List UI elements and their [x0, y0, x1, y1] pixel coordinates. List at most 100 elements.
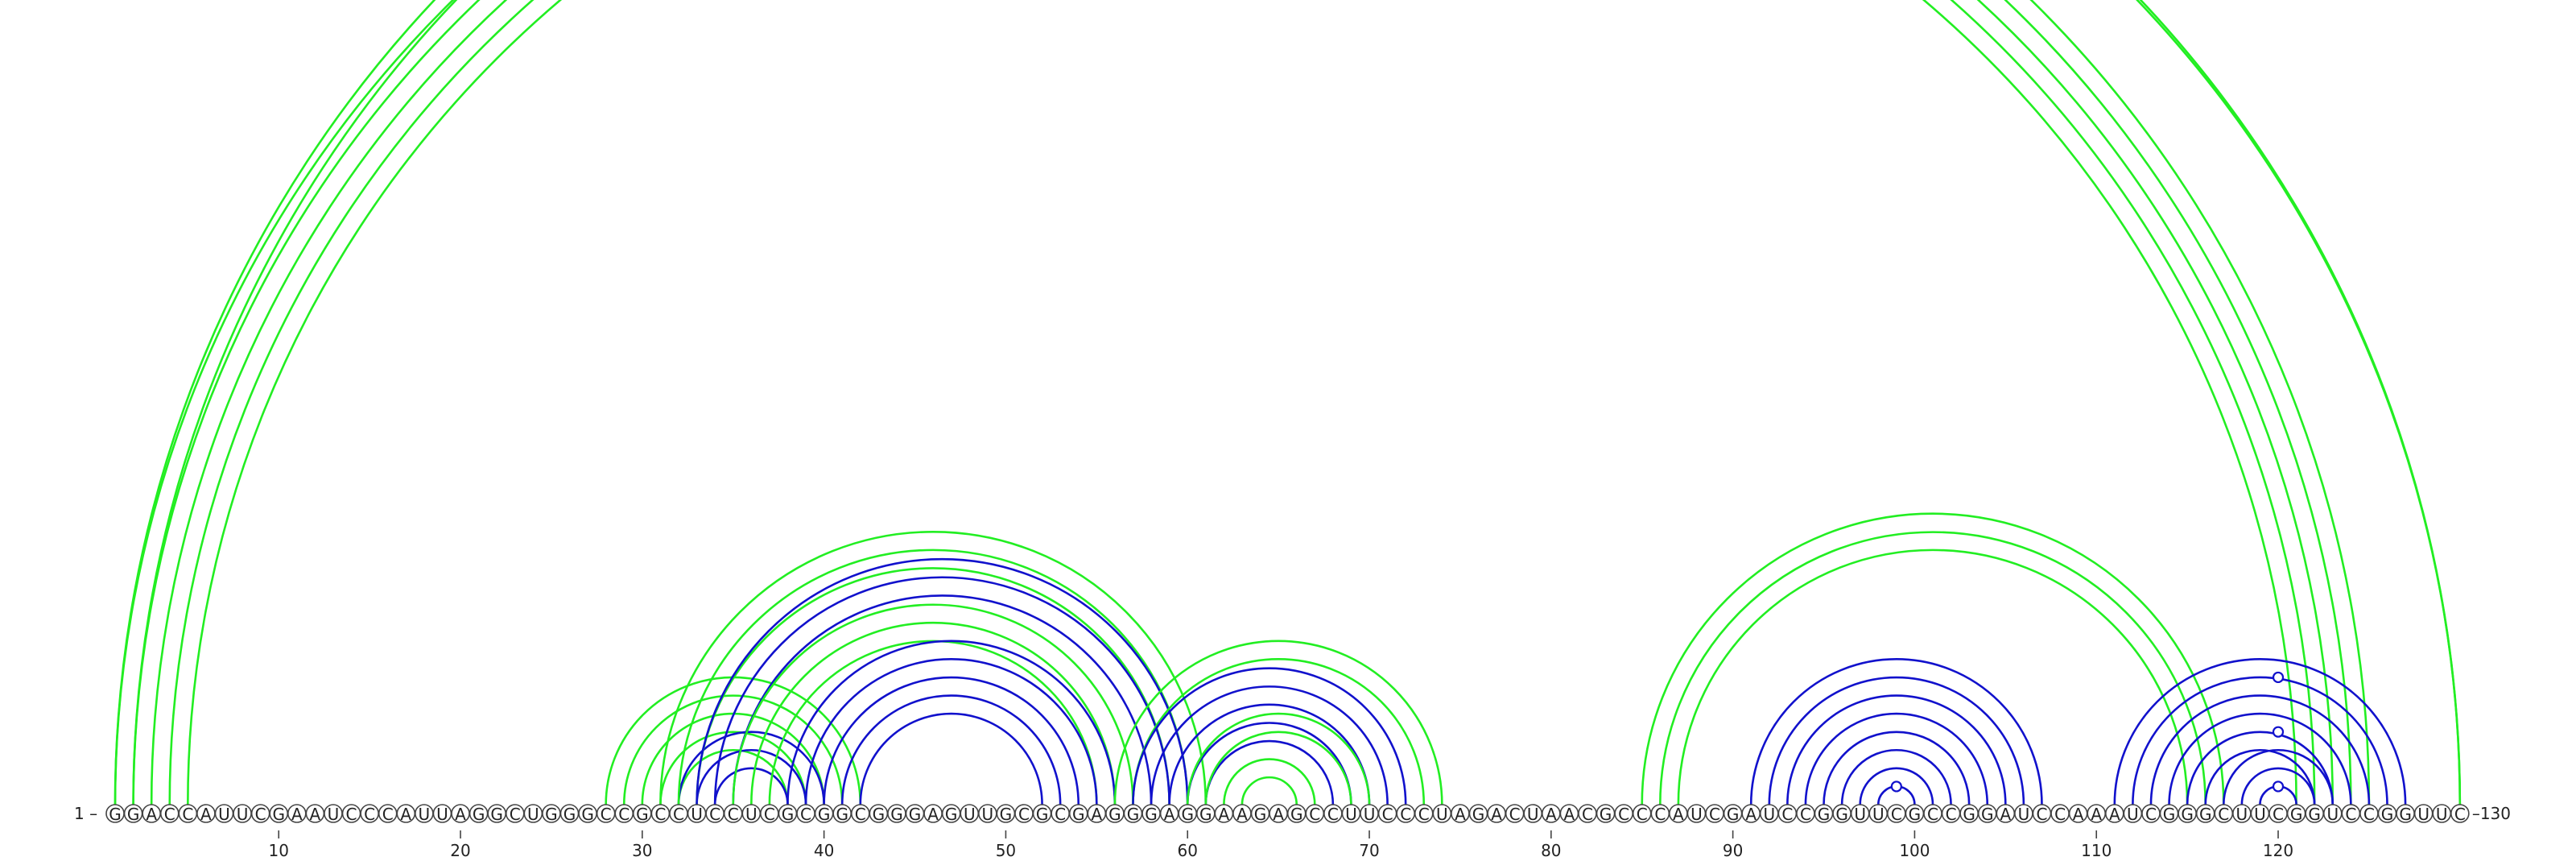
nucleotide-letter: G	[1072, 805, 1085, 824]
nucleotide: U	[1686, 804, 1707, 824]
nucleotide-letter: G	[818, 805, 831, 824]
nucleotide-letter: U	[1527, 805, 1539, 824]
nucleotide-letter: G	[1127, 805, 1140, 824]
nucleotide-letter: C	[1946, 805, 1957, 824]
nucleotide: G	[1468, 804, 1488, 824]
nucleotide-letter: C	[1327, 805, 1339, 824]
nucleotide: G	[1286, 804, 1307, 824]
base-pair-arc	[677, 731, 825, 805]
base-pair-arc	[659, 531, 1208, 805]
nucleotide: G	[1596, 804, 1616, 824]
base-pair-arc	[1859, 767, 1934, 805]
nucleotide-letter: G	[2163, 805, 2176, 824]
nucleotide: C	[2214, 804, 2234, 824]
base-pair-arc	[823, 676, 1080, 805]
nucleotide-letter: U	[2436, 805, 2448, 824]
nucleotide-letter: A	[200, 805, 212, 824]
nucleotide: C	[1014, 804, 1034, 824]
nucleotide: G	[469, 804, 489, 824]
nucleotide: C	[1414, 804, 1434, 824]
nucleotide: C	[2032, 804, 2052, 824]
nucleotide-letter: G	[1181, 805, 1194, 824]
nucleotide: G	[1905, 804, 1925, 824]
nucleotide: U	[2432, 804, 2452, 824]
nucleotide: G	[1032, 804, 1052, 824]
nucleotide-letter: C	[2036, 805, 2047, 824]
nucleotide: G	[905, 804, 925, 824]
nucleotide: G	[1105, 804, 1125, 824]
nucleotide-letter: G	[1145, 805, 1158, 824]
nucleotide: C	[1396, 804, 1415, 824]
nucleotide: A	[2105, 804, 2124, 824]
nucleotide: C	[1923, 804, 1942, 824]
nucleotide-letter: C	[1018, 805, 1030, 824]
base-pair-arc	[677, 748, 789, 805]
nucleotide-letter: A	[1273, 805, 1284, 824]
nucleotide-letter: C	[1891, 805, 1902, 824]
nucleotide-letter: U	[2326, 805, 2339, 824]
tick-label: 80	[1541, 841, 1561, 857]
sequence-start-label: 1 –	[74, 804, 97, 823]
nucleotide-letter: C	[2145, 805, 2157, 824]
base-pair-arc	[622, 694, 844, 805]
nucleotide: A	[1741, 804, 1761, 824]
nucleotide-letter: C	[1709, 805, 1720, 824]
nucleotide-letter: U	[2127, 805, 2139, 824]
nucleotide: G	[2396, 804, 2415, 824]
nucleotide: G	[487, 804, 506, 824]
nucleotide: G	[1814, 804, 1834, 824]
base-pair-arc	[2132, 676, 2388, 805]
base-pair-arc	[696, 557, 1189, 805]
nucleotide: C	[1305, 804, 1325, 824]
nucleotide: G	[1959, 804, 1979, 824]
nucleotide-letter: C	[855, 805, 866, 824]
nucleotide: G	[1068, 804, 1088, 824]
base-pair-arc	[168, 0, 2316, 805]
base-pair-arc	[2113, 658, 2407, 805]
nucleotide: C	[178, 804, 198, 824]
nucleotide: U	[2232, 804, 2252, 824]
nucleotide: C	[341, 804, 361, 824]
nucleotide: A	[142, 804, 161, 824]
nucleotide: C	[614, 804, 634, 824]
nucleotide: G	[1723, 804, 1743, 824]
nucleotide: C	[796, 804, 815, 824]
nucleotide: G	[2178, 804, 2197, 824]
base-pair-arc	[713, 767, 789, 805]
nucleotide: U	[2014, 804, 2033, 824]
nucleotide-letter: G	[1727, 805, 1740, 824]
nucleotide-letter: G	[1290, 805, 1303, 824]
nucleotide-letter: C	[1927, 805, 1938, 824]
tick-label: 20	[450, 841, 470, 857]
nucleotide: U	[1523, 804, 1543, 824]
nucleotide-letter: C	[1637, 805, 1648, 824]
tick-label: 110	[2081, 841, 2112, 857]
nucleotide-letter: G	[2290, 805, 2303, 824]
nucleotide: U	[2413, 804, 2434, 824]
nucleotide-letter: U	[1364, 805, 1376, 824]
nucleotide: G	[2305, 804, 2324, 824]
nucleotide: C	[760, 804, 779, 824]
nucleotide-letter: C	[1055, 805, 1066, 824]
nucleotide-letter: G	[782, 805, 795, 824]
base-pair-arc	[1641, 512, 2225, 805]
nucleotide: C	[596, 804, 616, 824]
nucleotide: U	[687, 804, 707, 824]
nucleotide: G	[996, 804, 1016, 824]
nucleotide: G	[1977, 804, 1997, 824]
nucleotide: G	[2377, 804, 2397, 824]
nucleotide-letter: G	[1199, 805, 1212, 824]
nucleotide-letter: A	[1745, 805, 1757, 824]
nucleotide: A	[1542, 804, 1561, 824]
nucleotide-letter: A	[1673, 805, 1684, 824]
base-pair-arc	[1168, 703, 1371, 805]
tick-label: 120	[2263, 841, 2293, 857]
nucleotide: C	[1777, 804, 1798, 824]
tick-label: 70	[1359, 841, 1379, 857]
nucleotide: A	[305, 804, 325, 824]
arc-apex-marker	[1890, 780, 1902, 793]
position-axis: 10 20 30 40 50 60 70 80 90 100 110 120	[268, 830, 2293, 857]
nucleotide-letter: C	[654, 805, 666, 824]
base-pair-arc	[2186, 731, 2334, 805]
base-pair-arc	[2222, 748, 2334, 805]
